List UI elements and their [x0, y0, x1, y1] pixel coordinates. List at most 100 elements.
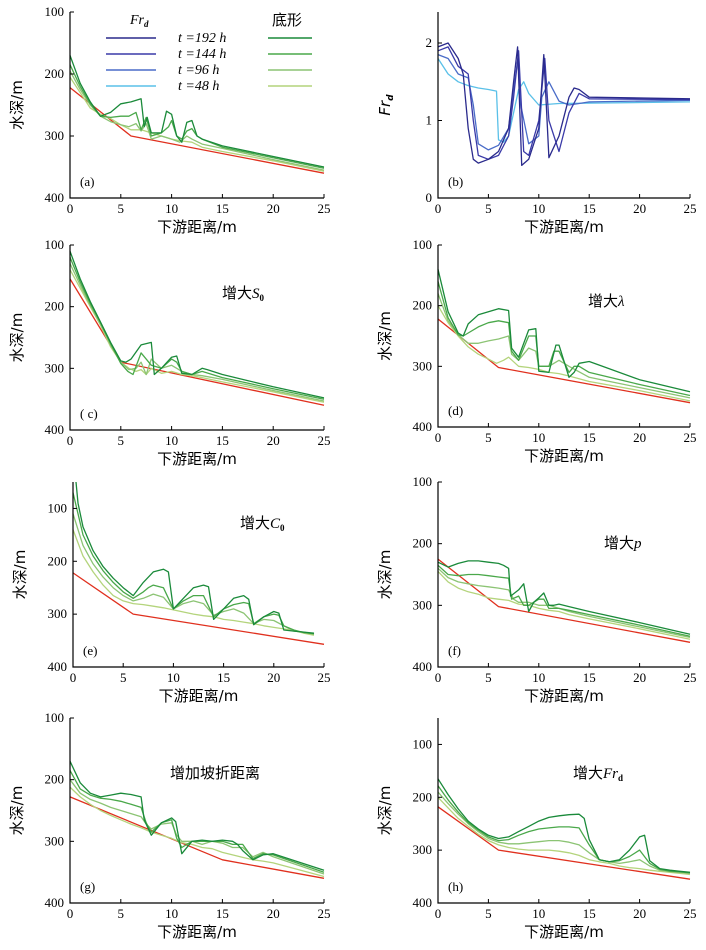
series-line-g-0 [69, 796, 325, 879]
x-axis-label: 下游距离/m [157, 923, 237, 941]
y-tick-label: 400 [48, 659, 68, 674]
y-axis-label: 水深/m [376, 311, 394, 361]
x-tick-label: 15 [583, 201, 596, 216]
series-line-h-3 [437, 785, 691, 874]
x-tick-label: 0 [67, 906, 74, 921]
y-tick-label: 100 [45, 4, 65, 19]
x-tick-label: 15 [216, 906, 229, 921]
y-axis-label: 水深/m [11, 550, 29, 600]
panel-label: (d) [448, 403, 463, 418]
y-tick-label: 300 [45, 128, 65, 143]
series-line-g-3 [69, 770, 325, 873]
axes-d [437, 245, 690, 428]
x-tick-label: 10 [165, 433, 178, 448]
x-tick-label: 5 [120, 670, 127, 685]
x-tick-label: 5 [485, 430, 492, 445]
y-tick-label: 100 [413, 237, 433, 252]
x-tick-label: 20 [633, 201, 646, 216]
y-tick-label: 400 [413, 419, 433, 434]
panel-h: 0 5 10 15 20 25 100 200 300 400 下游距离/m 水深/m (h) 增大Frd [376, 718, 697, 941]
panel-f: 0 5 10 15 20 25 100 200 300 400 下游距离/m 水深/m (f) 增大p [376, 474, 697, 705]
y-axis-label: Frd [376, 94, 396, 116]
panel-e: 0 5 10 15 20 25 100 200 300 400 下游距离/m 水深/m (e) 增大C0 [11, 481, 331, 705]
series-line-c-2 [69, 263, 325, 402]
y-axis-label: 水深/m [8, 786, 26, 836]
x-tick-label: 0 [435, 430, 442, 445]
x-tick-label: 0 [70, 670, 77, 685]
x-tick-label: 5 [485, 670, 492, 685]
x-tick-label: 20 [267, 906, 280, 921]
series-line-b-3 [437, 42, 691, 167]
x-tick-label: 25 [684, 201, 697, 216]
y-tick-label: 200 [413, 536, 433, 551]
y-tick-label: 300 [45, 833, 65, 848]
series-line-h-2 [437, 791, 691, 875]
y-tick-label: 200 [45, 299, 65, 314]
y-axis-label: 水深/m [376, 786, 394, 836]
legend-label: t =144 h [178, 47, 226, 62]
x-axis-label: 下游距离/m [524, 218, 604, 236]
panel-label: ( c) [80, 406, 98, 421]
x-axis-label: 下游距离/m [159, 687, 239, 705]
series-line-h-0 [437, 806, 691, 880]
y-tick-label: 400 [45, 895, 65, 910]
y-tick-label: 400 [413, 659, 433, 674]
y-tick-label: 0 [426, 190, 433, 205]
x-tick-label: 15 [583, 430, 596, 445]
legend-entry: t =48 h [106, 79, 312, 94]
x-axis-label: 下游距离/m [157, 218, 237, 236]
y-tick-label: 200 [413, 789, 433, 804]
x-tick-label: 0 [435, 906, 442, 921]
y-tick-label: 300 [413, 358, 433, 373]
series-line-e-4 [75, 481, 315, 634]
series-line-f-1 [437, 570, 691, 640]
x-tick-label: 15 [217, 670, 230, 685]
series-line-b-2 [437, 46, 691, 160]
panel-annotation: 增加坡折距离 [170, 764, 260, 782]
panel-annotation: 增大C0 [240, 514, 285, 533]
x-tick-label: 15 [216, 201, 229, 216]
legend-entry: t =192 h [106, 31, 312, 46]
x-axis-label: 下游距离/m [524, 687, 604, 705]
x-tick-label: 5 [485, 201, 492, 216]
y-tick-label: 200 [45, 66, 65, 81]
panel-label: (g) [80, 879, 95, 894]
panel-label: (f) [448, 643, 461, 658]
x-axis-label: 下游距离/m [157, 450, 237, 468]
x-tick-label: 15 [583, 670, 596, 685]
legend-fr-header: Frd [129, 13, 149, 29]
series-line-c-4 [69, 250, 325, 399]
panel-label: (h) [448, 879, 463, 894]
panel-annotation: 增大λ [588, 292, 625, 310]
y-tick-label: 1 [426, 113, 433, 128]
series-line-e-2 [72, 513, 315, 635]
series-line-d-1 [437, 305, 691, 402]
legend-label: t =96 h [178, 63, 219, 78]
y-tick-label: 400 [413, 895, 433, 910]
x-tick-label: 20 [633, 430, 646, 445]
x-tick-label: 20 [267, 433, 280, 448]
panel-annotation: 增大p [604, 534, 642, 552]
series-line-d-3 [437, 281, 691, 397]
series-line-e-3 [72, 492, 315, 635]
y-tick-label: 100 [45, 237, 65, 252]
series-line-f-3 [437, 564, 691, 637]
series-line-d-4 [437, 269, 691, 393]
legend: Frd 底形 t =192 ht =144 ht =96 ht =48 h [106, 11, 312, 94]
series-line-h-4 [437, 778, 691, 873]
y-tick-label: 100 [413, 736, 433, 751]
x-tick-label: 0 [67, 433, 74, 448]
y-tick-label: 400 [45, 422, 65, 437]
legend-label: t =48 h [178, 79, 219, 94]
series-line-g-4 [69, 760, 325, 871]
x-tick-label: 25 [684, 430, 697, 445]
y-axis-label: 水深/m [8, 313, 26, 363]
y-tick-label: 300 [413, 842, 433, 857]
y-tick-label: 300 [48, 606, 68, 621]
x-tick-label: 25 [684, 670, 697, 685]
panel-label: (b) [448, 174, 463, 189]
series-line-f-0 [437, 558, 691, 643]
series-line-e-0 [72, 572, 325, 645]
legend-bed-header: 底形 [272, 11, 302, 29]
